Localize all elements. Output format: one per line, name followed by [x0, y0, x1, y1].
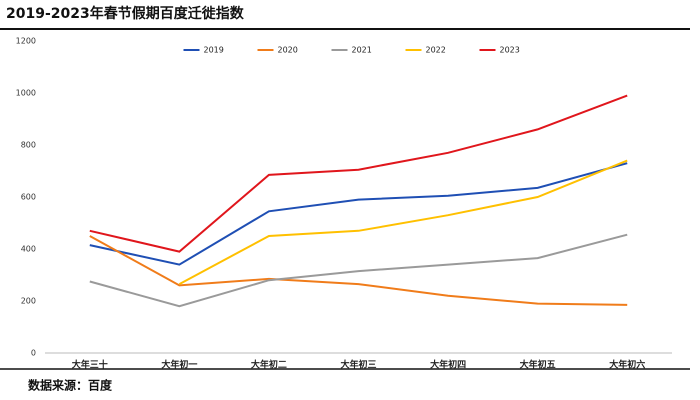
- x-tick-label: 大年初五: [520, 359, 556, 371]
- y-tick-label: 1000: [16, 89, 36, 98]
- source: 数据来源：百度: [28, 378, 113, 393]
- x-tick-label: 大年初二: [251, 359, 287, 371]
- x-tick-label: 大年三十: [72, 359, 108, 371]
- chart-title: 2019-2023年春节假期百度迁徙指数: [6, 5, 245, 22]
- legend-label: 2023: [500, 46, 520, 55]
- y-tick-label: 1200: [16, 37, 36, 46]
- y-tick-label: 600: [21, 193, 36, 202]
- y-tick-label: 400: [21, 245, 36, 254]
- legend-label: 2022: [426, 46, 446, 55]
- y-tick-label: 0: [31, 349, 36, 358]
- series-line: [89, 235, 628, 306]
- series-line: [178, 159, 628, 285]
- series-line: [89, 162, 628, 266]
- legend-label: 2019: [204, 46, 224, 55]
- x-tick-label: 大年初四: [430, 359, 466, 371]
- x-tick-label: 大年初六: [609, 359, 645, 371]
- legend-label: 2020: [278, 46, 298, 55]
- x-tick-label: 大年初一: [161, 359, 197, 371]
- series-line: [89, 94, 628, 253]
- y-tick-label: 800: [21, 141, 36, 150]
- x-tick-label: 大年初三: [340, 359, 376, 371]
- legend-label: 2021: [352, 46, 372, 55]
- y-tick-label: 200: [21, 297, 36, 306]
- series-line: [89, 233, 628, 308]
